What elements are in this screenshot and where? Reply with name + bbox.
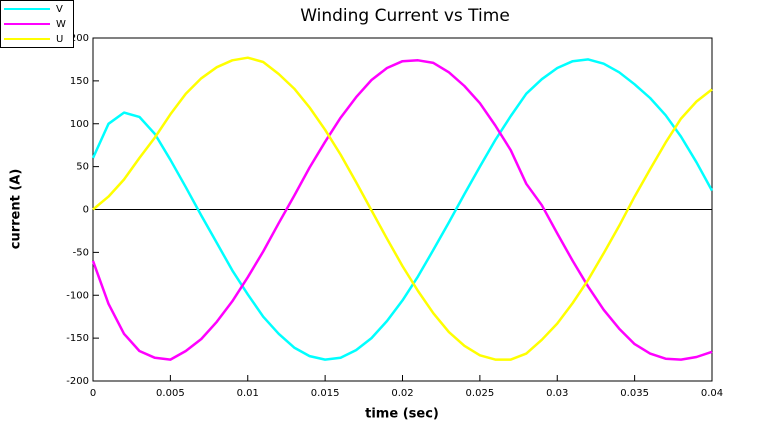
x-axis-label: time (sec) bbox=[365, 407, 439, 422]
x-tick-label: 0.03 bbox=[546, 388, 568, 399]
legend-label: W bbox=[56, 19, 66, 30]
chart-title: Winding Current vs Time bbox=[300, 6, 510, 26]
x-tick-label: 0.005 bbox=[156, 388, 185, 399]
y-axis-label: current (A) bbox=[9, 169, 24, 250]
x-tick-label: 0.025 bbox=[466, 388, 495, 399]
y-tick-label: 0 bbox=[83, 205, 89, 216]
x-tick-label: 0.015 bbox=[311, 388, 340, 399]
x-tick-label: 0 bbox=[90, 388, 96, 399]
x-tick-label: 0.035 bbox=[620, 388, 649, 399]
y-tick-label: -100 bbox=[66, 290, 89, 301]
y-tick-label: 100 bbox=[70, 119, 89, 130]
x-tick-label: 0.02 bbox=[391, 388, 413, 399]
y-tick-label: -200 bbox=[66, 376, 89, 387]
legend-label: V bbox=[56, 4, 63, 15]
x-tick-label: 0.04 bbox=[701, 388, 723, 399]
x-tick-label: 0.01 bbox=[237, 388, 259, 399]
series-line bbox=[92, 56, 713, 361]
legend-label: U bbox=[56, 34, 63, 45]
y-tick-label: 150 bbox=[70, 76, 89, 87]
y-tick-label: -150 bbox=[66, 333, 89, 344]
y-tick-label: 50 bbox=[76, 162, 89, 173]
series-line bbox=[91, 58, 714, 361]
legend: VWU bbox=[0, 0, 74, 48]
y-tick-label: 200 bbox=[70, 33, 89, 44]
series-line bbox=[91, 59, 713, 361]
y-tick-label: -50 bbox=[73, 247, 89, 258]
